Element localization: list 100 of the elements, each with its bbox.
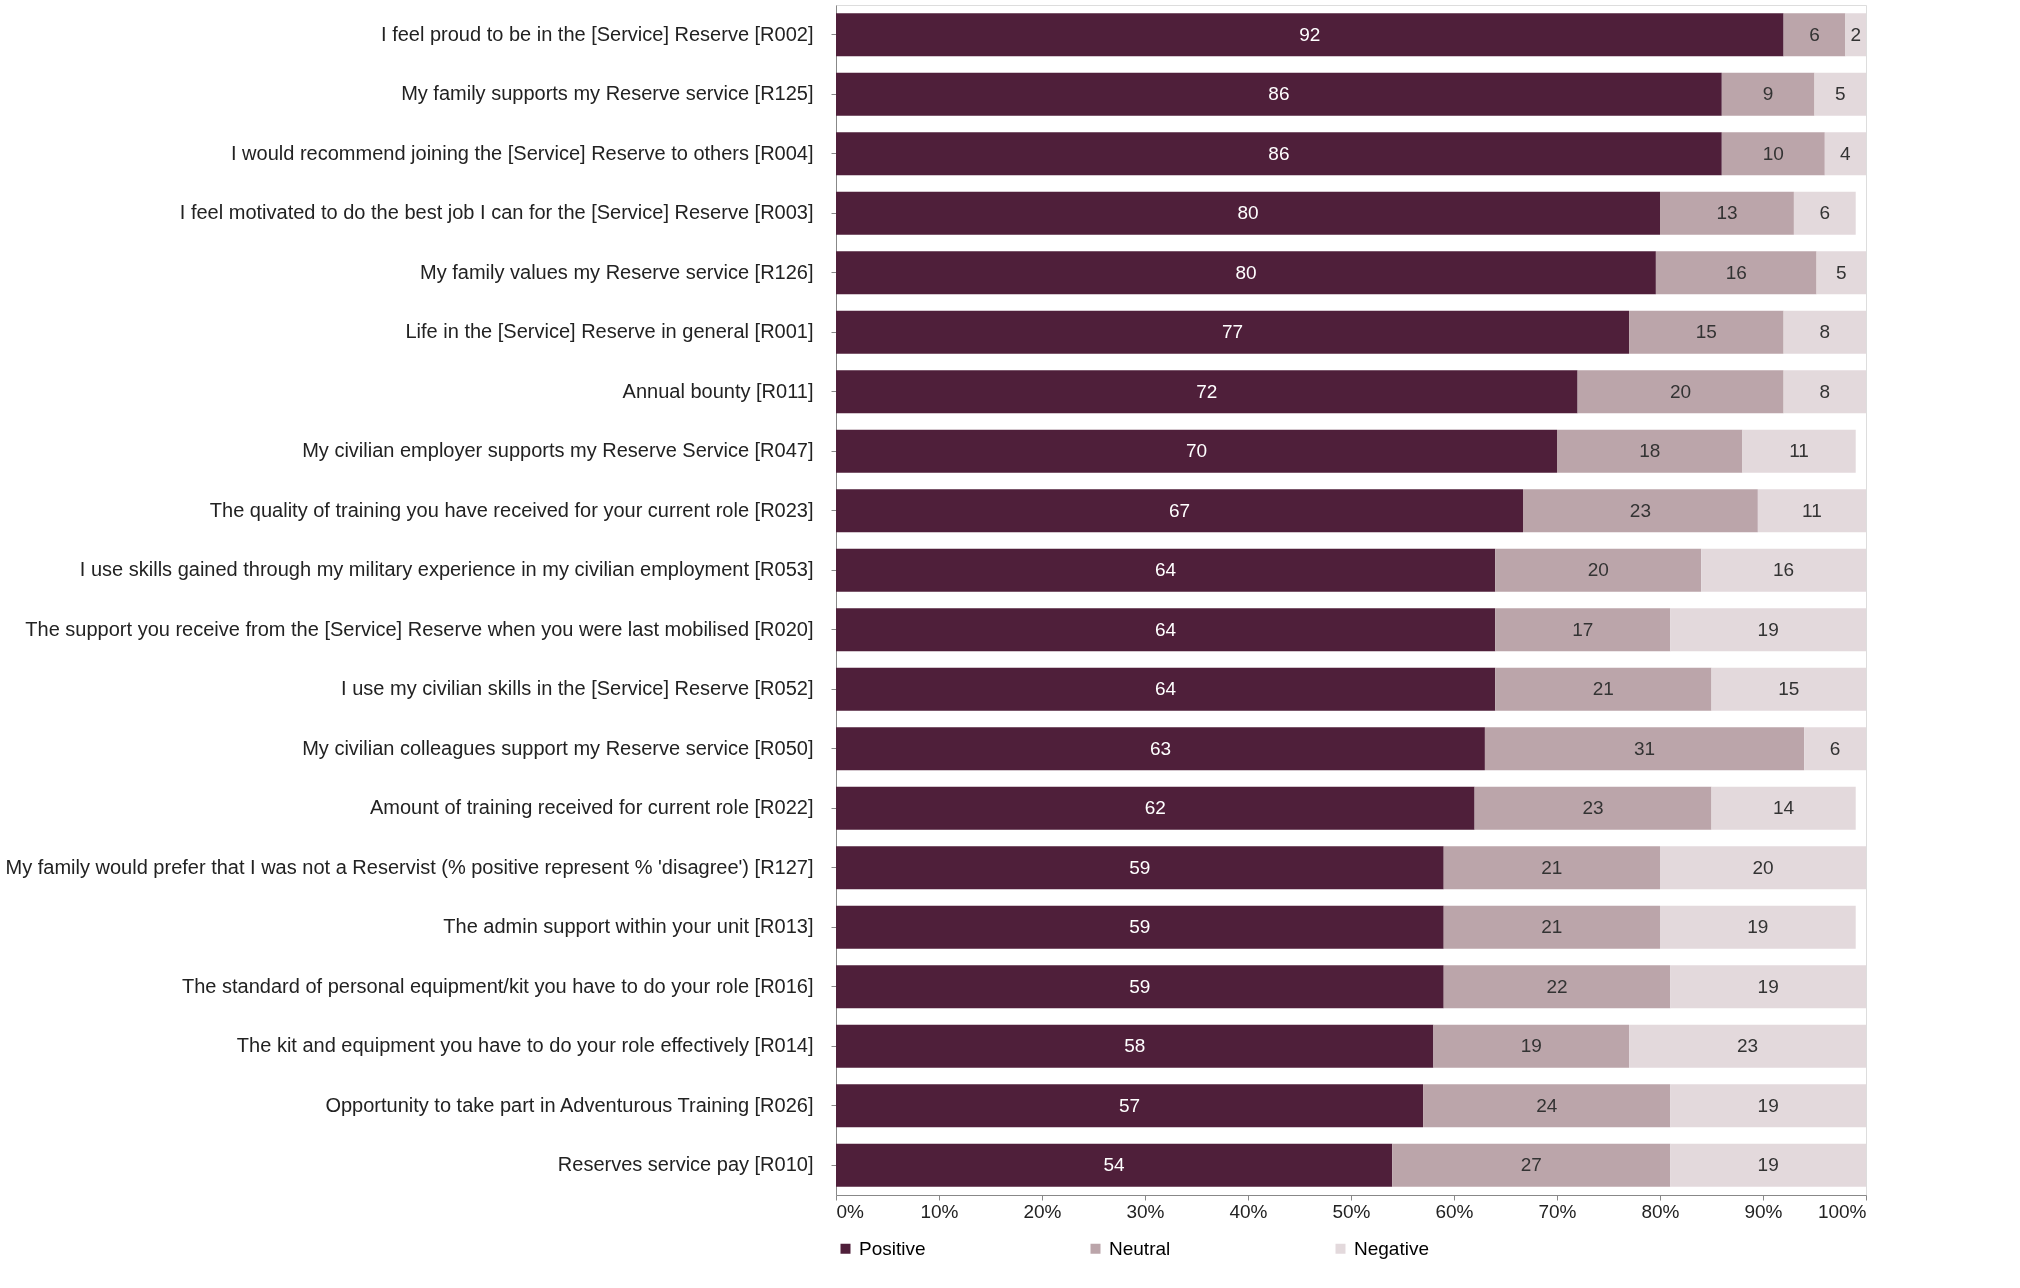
data-label: 8 — [1819, 321, 1831, 343]
bar — [1793, 191, 1856, 235]
bar — [1721, 132, 1825, 176]
y-tick-label: The admin support within your unit [R013] — [443, 915, 814, 938]
x-tick-label: 60% — [1435, 1200, 1474, 1222]
bar — [1742, 429, 1856, 473]
data-label: 31 — [1633, 737, 1656, 759]
bar — [836, 72, 1722, 116]
data-label: 11 — [1789, 440, 1809, 462]
data-label: 13 — [1716, 202, 1738, 224]
y-tick-label: The kit and equipment you have to do your role effectively [R014] — [236, 1034, 814, 1057]
data-label: 24 — [1536, 1094, 1558, 1116]
bar — [1523, 489, 1758, 533]
data-label: 57 — [1118, 1094, 1141, 1116]
data-label: 67 — [1168, 499, 1191, 521]
bar — [1495, 667, 1712, 711]
data-label: 14 — [1773, 797, 1795, 819]
legend-label: Positive — [859, 1237, 926, 1259]
data-label: 64 — [1155, 678, 1177, 700]
data-label: 64 — [1155, 618, 1177, 640]
x-tick-label: 40% — [1229, 1200, 1268, 1222]
data-label: 54 — [1103, 1154, 1126, 1176]
bar — [1443, 965, 1671, 1009]
y-tick-label: My family would prefer that I was not a Reservist (% positive represent % 'disagree') [R127] — [5, 855, 814, 878]
bar — [1474, 786, 1712, 830]
data-label: 23 — [1629, 499, 1651, 521]
y-tick-label: I feel motivated to do the best job I can for the [Service] Reserve [R003] — [179, 201, 814, 224]
bar — [836, 132, 1722, 176]
data-label: 17 — [1572, 618, 1594, 640]
data-label: 16 — [1725, 261, 1747, 283]
data-label: 5 — [1835, 261, 1847, 283]
bar — [1443, 846, 1660, 890]
x-tick-label: 100% — [1817, 1200, 1867, 1222]
data-label: 9 — [1762, 83, 1774, 105]
bar — [836, 965, 1444, 1009]
bar — [1721, 72, 1815, 116]
data-label: 63 — [1149, 737, 1172, 759]
y-tick-label: Annual bounty [R011] — [622, 379, 814, 402]
data-label: 92 — [1299, 23, 1321, 45]
y-tick-label: Opportunity to take part in Adventurous Training [R026] — [325, 1093, 814, 1116]
data-label: 15 — [1695, 321, 1717, 343]
bar — [836, 667, 1496, 711]
data-label: 86 — [1268, 142, 1290, 164]
bar — [1711, 786, 1856, 830]
data-label: 62 — [1144, 797, 1166, 819]
x-tick-label: 20% — [1023, 1200, 1062, 1222]
y-tick-label: I use my civilian skills in the [Service] Reserve [R052] — [341, 677, 814, 700]
legend-label: Negative — [1354, 1237, 1429, 1259]
bar — [836, 13, 1784, 57]
bar — [1655, 251, 1817, 295]
y-tick-label: My family values my Reserve service [R126] — [420, 260, 814, 283]
data-label: 19 — [1757, 618, 1779, 640]
y-tick-label: My civilian employer supports my Reserve Service [R047] — [302, 439, 814, 462]
y-tick-label: Reserves service pay [R010] — [557, 1153, 814, 1176]
data-label: 19 — [1757, 1154, 1779, 1176]
data-label: 22 — [1546, 975, 1568, 997]
data-label: 5 — [1834, 83, 1846, 105]
data-label: 21 — [1592, 678, 1614, 700]
data-label: 80 — [1235, 261, 1257, 283]
bar — [836, 548, 1496, 592]
data-label: 27 — [1520, 1154, 1542, 1176]
x-tick-label: 80% — [1641, 1200, 1680, 1222]
bar — [836, 251, 1656, 295]
data-label: 64 — [1155, 559, 1177, 581]
data-label: 20 — [1670, 380, 1692, 402]
y-tick-label: Life in the [Service] Reserve in general [R001] — [405, 320, 814, 343]
x-tick-label: 30% — [1126, 1200, 1165, 1222]
bar — [836, 370, 1578, 414]
y-tick-label: Amount of training received for current role [R022] — [369, 796, 814, 819]
y-tick-label: I feel proud to be in the [Service] Reserve [R002] — [381, 22, 814, 45]
bar — [836, 1143, 1393, 1187]
data-label: 18 — [1639, 440, 1661, 462]
bar — [1433, 1024, 1630, 1068]
data-label: 80 — [1237, 202, 1259, 224]
bar — [1660, 905, 1856, 949]
data-label: 58 — [1124, 1035, 1146, 1057]
data-label: 19 — [1520, 1035, 1542, 1057]
data-label: 59 — [1129, 856, 1151, 878]
data-label: 23 — [1582, 797, 1604, 819]
y-tick-label: I use skills gained through my military experience in my civilian employment [R053] — [79, 558, 814, 581]
data-label: 86 — [1268, 83, 1290, 105]
x-tick-label: 70% — [1538, 1200, 1577, 1222]
bar — [836, 846, 1444, 890]
bar — [836, 310, 1630, 354]
bar — [836, 1024, 1434, 1068]
data-label: 8 — [1819, 380, 1831, 402]
bar — [1660, 191, 1794, 235]
x-tick-label: 90% — [1744, 1200, 1783, 1222]
data-label: 6 — [1829, 737, 1841, 759]
data-label: 10 — [1762, 142, 1784, 164]
data-label: 2 — [1850, 23, 1861, 45]
bar — [836, 905, 1444, 949]
bar — [836, 608, 1496, 652]
x-tick-label: 50% — [1332, 1200, 1371, 1222]
data-label: 23 — [1736, 1035, 1759, 1057]
data-label: 21 — [1541, 916, 1563, 938]
bar — [1484, 727, 1805, 771]
y-tick-label: I would recommend joining the [Service] Reserve to others [R004] — [230, 141, 814, 164]
data-label: 59 — [1129, 975, 1151, 997]
data-label: 20 — [1587, 559, 1609, 581]
